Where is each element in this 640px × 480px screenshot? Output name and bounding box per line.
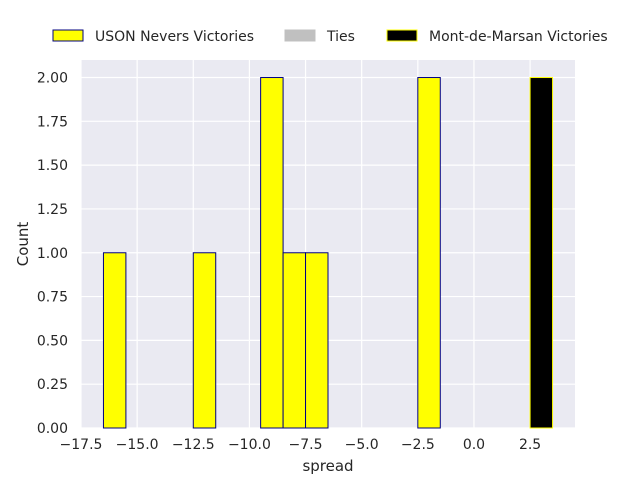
- histogram-bar: [192, 252, 217, 429]
- legend-swatch: [386, 29, 418, 42]
- y-tick-label: 0.50: [37, 333, 68, 349]
- y-tick-label: 0.25: [37, 377, 68, 393]
- x-tick-label: −5.0: [345, 437, 379, 453]
- y-axis-label: Count: [14, 222, 32, 267]
- histogram-bar: [305, 252, 329, 429]
- y-tick-labels: 0.00 0.25 0.50 0.75 1.00 1.25 1.50 1.75 2.00: [37, 71, 68, 437]
- legend-swatch: [52, 29, 84, 42]
- y-tick-label: 1.50: [37, 158, 68, 174]
- x-tick-label: −7.5: [289, 437, 323, 453]
- y-tick-label: 0.75: [37, 290, 68, 306]
- y-tick-label: 1.75: [37, 114, 68, 130]
- legend-swatch: [284, 29, 316, 42]
- histogram-bar: [282, 252, 307, 429]
- histogram-bar: [260, 77, 284, 429]
- histogram-bar: [529, 77, 554, 429]
- histogram-bar: [417, 77, 441, 429]
- x-tick-label: −17.5: [60, 437, 103, 453]
- y-tick-label: 1.00: [37, 246, 68, 262]
- x-tick-label: −2.5: [401, 437, 435, 453]
- x-tick-label: −15.0: [116, 437, 159, 453]
- x-tick-labels: −17.5 −15.0 −12.5 −10.0 −7.5 −5.0 −2.5 0.0 2.5: [60, 437, 542, 453]
- legend-label: Mont-de-Marsan Victories: [429, 29, 608, 45]
- histogram-bar: [102, 252, 127, 429]
- legend-label: USON Nevers Victories: [95, 29, 254, 45]
- legend-label: Ties: [326, 29, 355, 45]
- legend: USON Nevers Victories Ties Mont-de-Marsan …: [52, 29, 608, 45]
- x-tick-label: 0.0: [463, 437, 485, 453]
- x-tick-label: 2.5: [519, 437, 541, 453]
- x-tick-label: −12.5: [172, 437, 215, 453]
- y-tick-label: 0.00: [37, 421, 68, 437]
- x-tick-label: −10.0: [228, 437, 271, 453]
- y-tick-label: 1.25: [37, 202, 68, 218]
- y-tick-label: 2.00: [37, 71, 68, 87]
- bars: [102, 77, 554, 429]
- x-axis-label: spread: [302, 457, 353, 475]
